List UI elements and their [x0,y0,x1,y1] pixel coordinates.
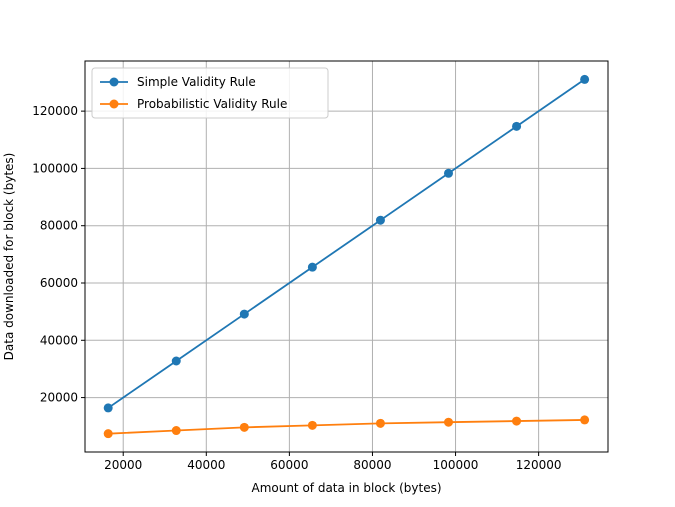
data-point [239,309,249,319]
grid-lines [85,61,608,452]
x-tick-label: 20000 [104,458,142,472]
x-tick-label: 40000 [187,458,225,472]
data-point [375,418,385,428]
data-point [171,426,181,436]
data-point [580,415,590,425]
x-tick-label: 60000 [270,458,308,472]
y-tick-label: 100000 [32,161,78,175]
series-line [108,419,585,435]
data-point [580,74,590,84]
data-point [307,420,317,430]
x-axis-label: Amount of data in block (bytes) [251,481,441,495]
legend-box [91,67,329,119]
series-line [107,78,586,409]
data-point [512,121,522,131]
legend-item: Probabilistic Validity Rule [100,97,287,111]
x-axis-ticks: 20000 40000 60000 80000 100000 120000 [104,452,562,472]
legend-item: Simple Validity Rule [100,75,256,89]
data-point [443,168,453,178]
legend-label: Simple Validity Rule [137,75,256,89]
legend-label: Probabilistic Validity Rule [137,97,287,111]
y-axis-label: Data downloaded for block (bytes) [2,153,16,361]
series-1 [103,74,590,413]
legend-swatch-marker [109,77,119,87]
series-2 [103,415,590,439]
y-axis-ticks: 20000 40000 60000 80000 100000 120000 [32,104,85,405]
plot-frame [84,60,609,453]
y-tick-label: 120000 [32,104,78,118]
data-point [103,403,113,413]
y-tick-label: 60000 [40,276,78,290]
legend-swatch-marker [109,99,119,109]
y-tick-label: 20000 [40,391,78,405]
data-point [375,215,385,225]
data-point [103,429,113,439]
data-point [171,356,181,366]
series-layer [103,74,590,439]
data-point [443,417,453,427]
y-tick-label: 40000 [40,333,78,347]
y-tick-label: 80000 [40,219,78,233]
data-point [307,262,317,272]
data-point [512,416,522,426]
legend: Simple Validity Rule Probabilistic Validi… [91,67,329,119]
x-tick-label: 100000 [433,458,479,472]
x-tick-label: 80000 [353,458,391,472]
x-tick-label: 120000 [516,458,562,472]
data-point [239,422,249,432]
